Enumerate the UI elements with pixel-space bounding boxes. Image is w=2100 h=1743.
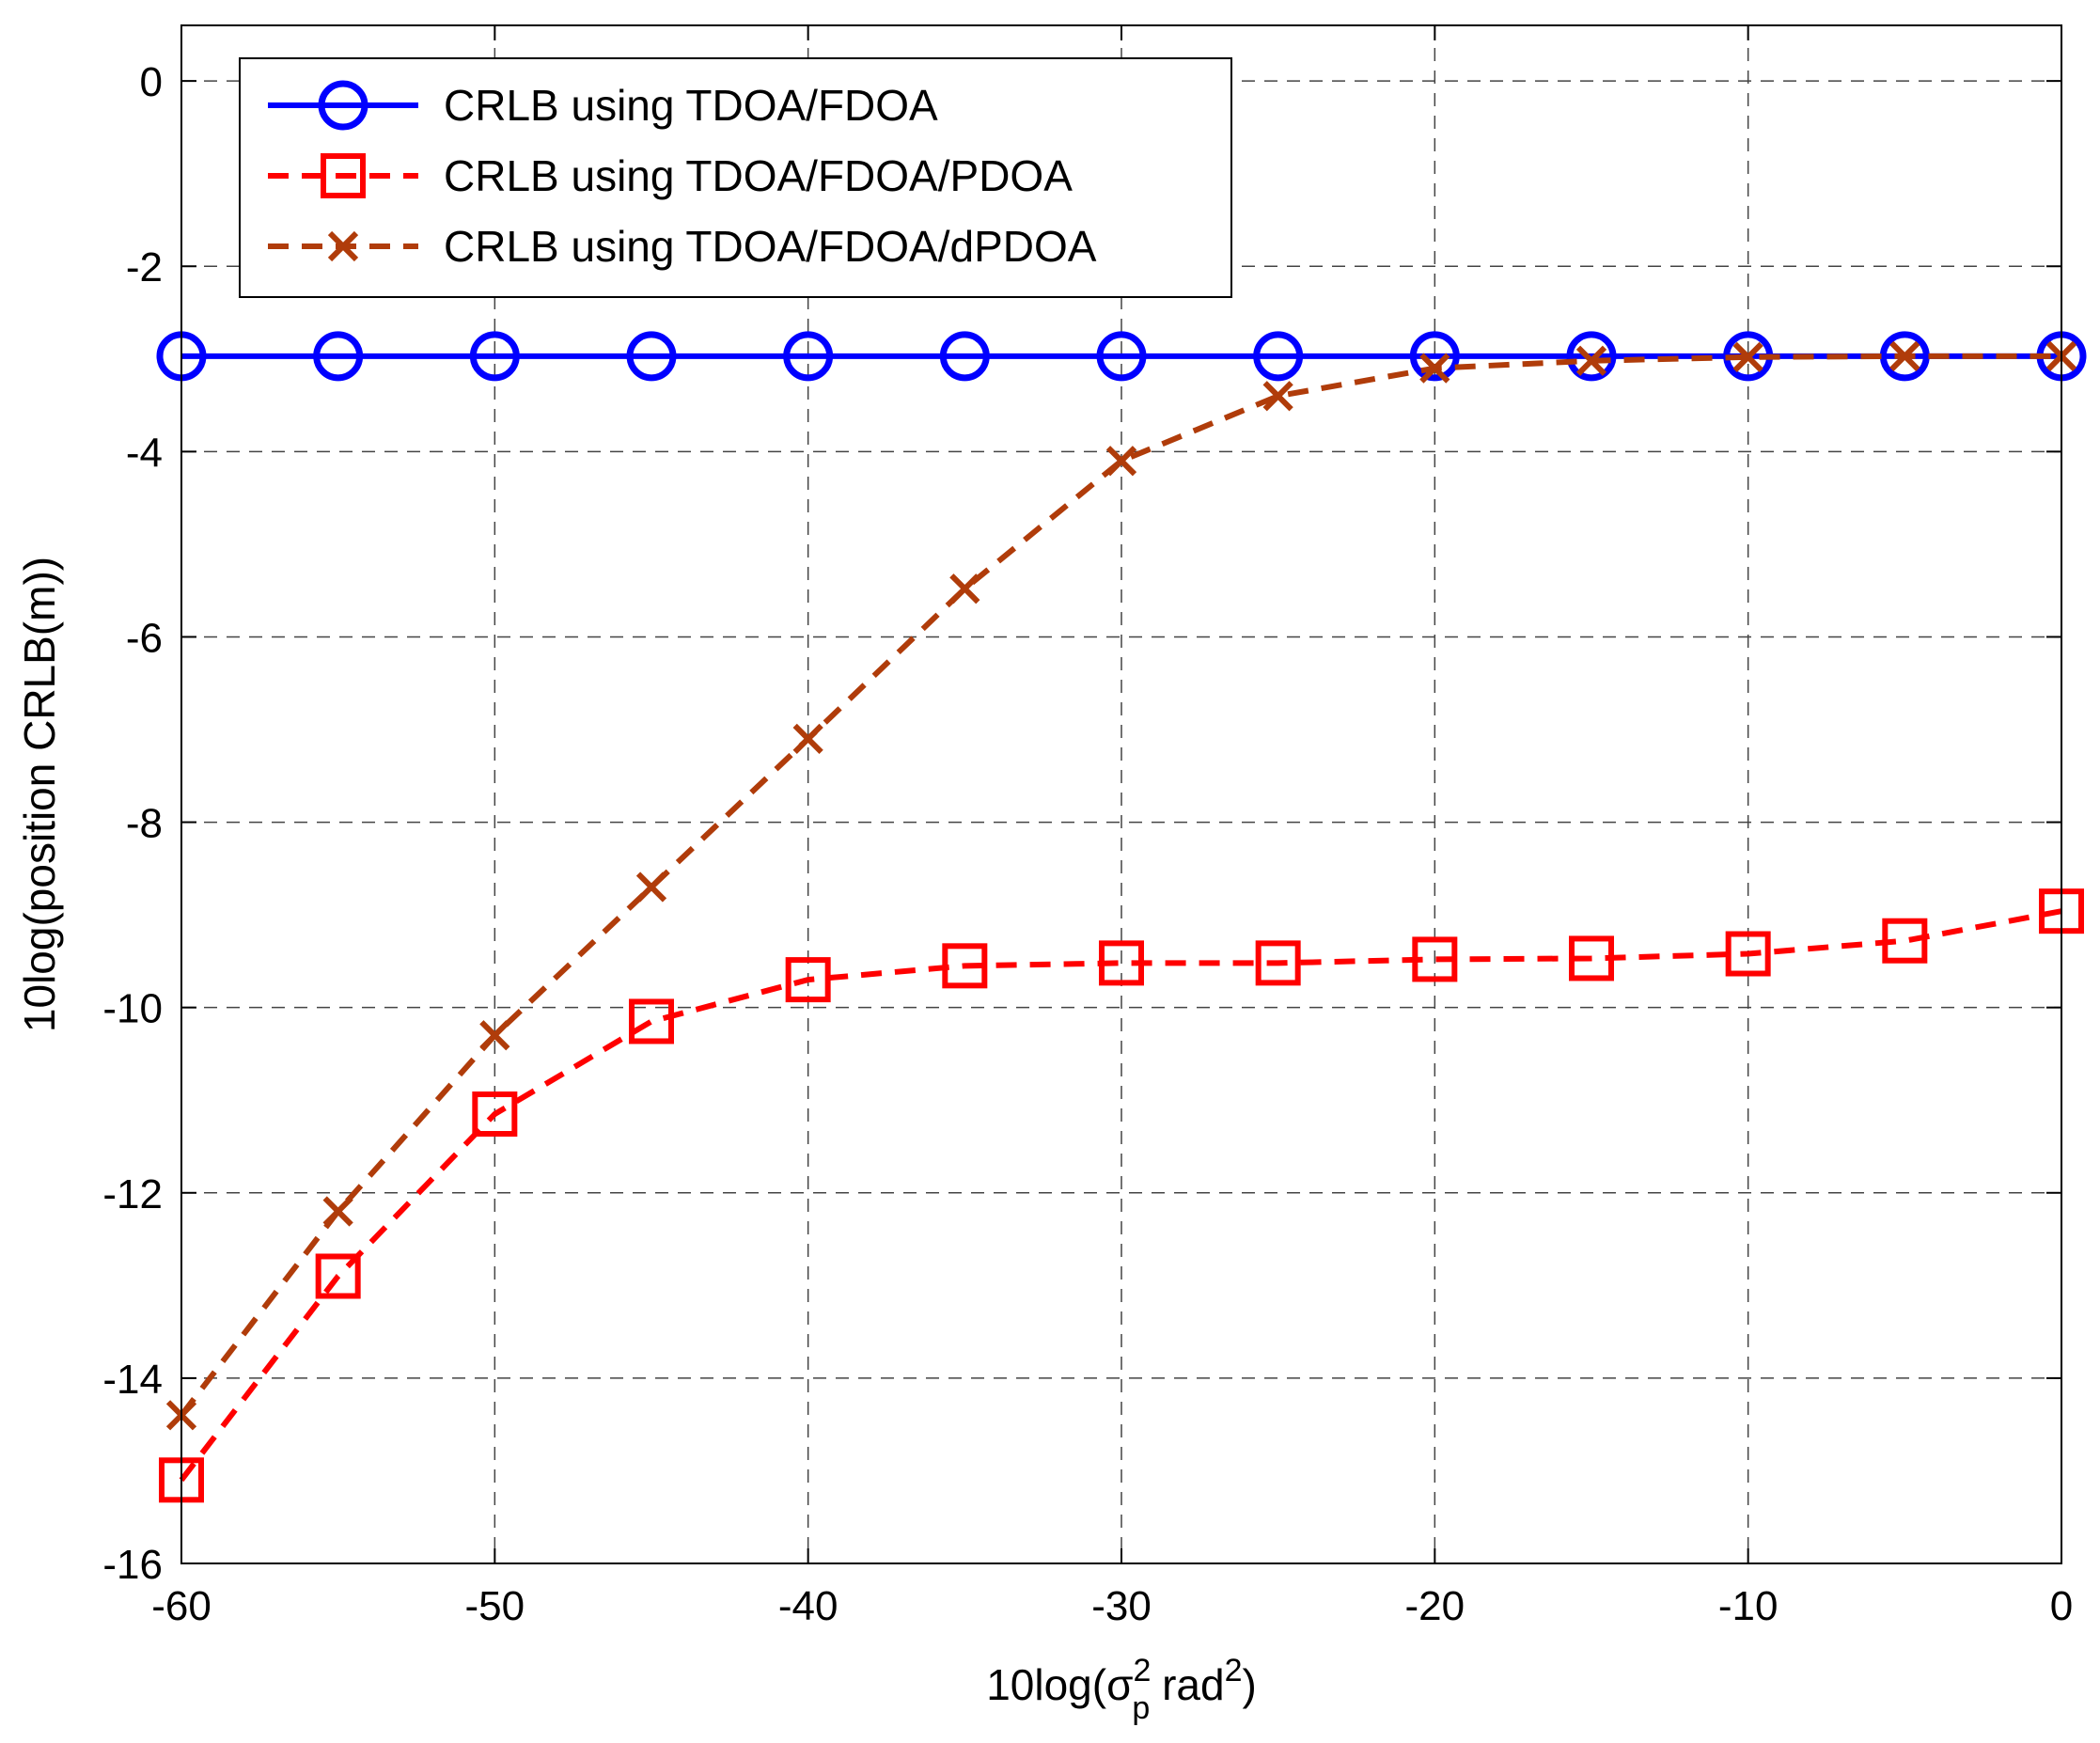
x-tick-label: -30 (1091, 1583, 1152, 1629)
data-point-x (792, 723, 823, 754)
y-tick-label: -12 (102, 1171, 163, 1217)
data-point-square (942, 943, 988, 989)
data-point-x (1732, 341, 1763, 372)
data-point-square (315, 1253, 361, 1299)
x-tick-label: -10 (1718, 1583, 1779, 1629)
legend-label: CRLB using TDOA/FDOA (444, 81, 938, 130)
data-point-circle (313, 331, 364, 382)
x-marker-stroke (1262, 381, 1293, 412)
x-marker-stroke (322, 1196, 353, 1227)
legend-label: CRLB using TDOA/FDOA/PDOA (444, 151, 1073, 200)
x-marker-stroke (1889, 340, 1920, 371)
x-marker-stroke (1419, 353, 1450, 384)
data-point-square (1099, 940, 1144, 986)
legend-entry-1: CRLB using TDOA/FDOA (268, 80, 938, 131)
data-point-x (479, 1020, 510, 1051)
y-axis-label: 10log(position CRLB(m)) (15, 557, 64, 1032)
x-marker-stroke (792, 723, 823, 754)
y-tick-label: -4 (126, 430, 163, 476)
data-point-circle (469, 331, 520, 382)
y-tick-label: 0 (140, 59, 163, 105)
data-point-x (949, 573, 980, 605)
legend-marker-circle (318, 80, 368, 131)
legend: CRLB using TDOA/FDOA CRLB using TDOA/FDOA… (239, 57, 1232, 298)
x-marker-stroke (1732, 341, 1763, 372)
x-marker-stroke (1575, 345, 1607, 376)
data-point-x (1889, 340, 1920, 371)
data-point-x (322, 1196, 353, 1227)
y-tick-label: -6 (126, 615, 163, 661)
data-point-square (629, 998, 674, 1044)
data-point-square (1412, 936, 1458, 982)
legend-label: CRLB using TDOA/FDOA/dPDOA (444, 222, 1097, 271)
y-tick-label: -8 (126, 801, 163, 847)
x-tick-label: -40 (778, 1583, 838, 1629)
data-point-circle (783, 331, 834, 382)
x-marker-stroke (635, 872, 667, 903)
data-point-square (1569, 935, 1614, 981)
y-tick-label: -2 (126, 244, 163, 290)
y-tick-label: -14 (102, 1357, 163, 1403)
legend-entry-2: CRLB using TDOA/FDOA/PDOA (268, 151, 1073, 200)
data-point-square (472, 1091, 518, 1138)
x-tick-label: -60 (151, 1583, 212, 1629)
x-tick-label: -20 (1405, 1583, 1465, 1629)
axis-ticks (180, 25, 2062, 1564)
data-point-x (1575, 345, 1607, 376)
data-point-circle (1566, 331, 1617, 382)
data-point-circle (1096, 331, 1147, 382)
x-marker-stroke (1105, 446, 1137, 477)
legend-marker-square (321, 153, 366, 198)
x-marker-stroke (327, 230, 359, 262)
x-marker-stroke (949, 573, 980, 605)
data-point-square (1255, 940, 1301, 986)
legend-entry-3: CRLB using TDOA/FDOA/dPDOA (268, 222, 1097, 271)
tick-labels: -60 -50 -40 -30 -20 -10 0 0 -2 -4 -6 -8 -10 -12 -14 -16 (102, 59, 2073, 1629)
y-tick-label: -10 (102, 986, 163, 1032)
data-point-x (635, 872, 667, 903)
data-point-square (785, 957, 831, 1003)
data-point-circle (1409, 331, 1460, 382)
y-tick-label: -16 (102, 1542, 163, 1588)
x-tick-label: 0 (2050, 1583, 2073, 1629)
data-point-circle (626, 331, 677, 382)
data-point-x (1105, 446, 1137, 477)
data-point-circle (939, 331, 990, 382)
x-axis-label: 10log(σ2 p rad2) (986, 1653, 1257, 1726)
x-tick-label: -50 (465, 1583, 525, 1629)
data-point-x (1262, 381, 1293, 412)
data-point-circle (1879, 331, 1930, 382)
legend-marker-x (327, 230, 359, 262)
x-marker-stroke (479, 1020, 510, 1051)
data-point-circle (1253, 331, 1304, 382)
data-point-x (1419, 353, 1450, 384)
data-point-square (1725, 931, 1771, 977)
data-point-square (1882, 918, 1928, 964)
series-line (179, 908, 2062, 1483)
